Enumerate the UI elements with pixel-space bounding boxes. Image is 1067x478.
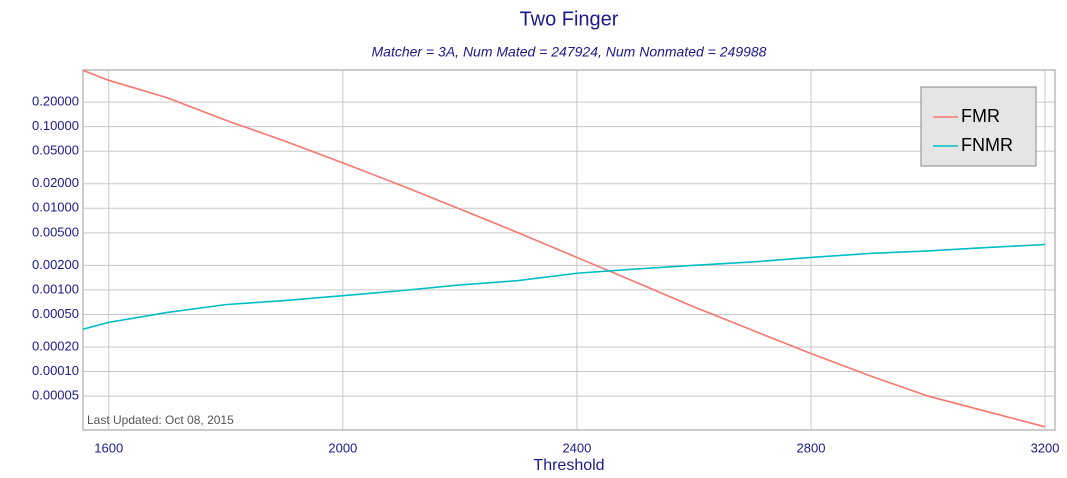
y-tick-label: 0.01000 <box>32 200 79 215</box>
y-tick-label: 0.20000 <box>32 94 79 109</box>
plot-area <box>82 69 1056 431</box>
y-tick-label: 0.00010 <box>32 363 79 378</box>
y-tick-label: 0.00500 <box>32 224 79 239</box>
y-tick-label: 0.05000 <box>32 143 79 158</box>
series-line <box>82 69 1046 428</box>
x-tick-label: 1600 <box>94 440 123 455</box>
y-tick-label: 0.10000 <box>32 118 79 133</box>
x-tick-label: 2400 <box>562 440 591 455</box>
series-line <box>82 243 1046 330</box>
x-tick-label: 3200 <box>1031 440 1060 455</box>
legend-label: FNMR <box>961 135 1013 155</box>
chart-subtitle: Matcher = 3A, Num Mated = 247924, Num No… <box>372 44 767 60</box>
annotation: Last Updated: Oct 08, 2015 <box>87 413 234 427</box>
y-tick-label: 0.00200 <box>32 257 79 272</box>
y-tick-label: 0.02000 <box>32 175 79 190</box>
x-tick-label: 2000 <box>328 440 357 455</box>
y-tick-label: 0.00020 <box>32 338 79 353</box>
y-tick-label: 0.00005 <box>32 388 79 403</box>
y-tick-label: 0.00100 <box>32 281 79 296</box>
x-axis-label: Threshold <box>533 457 604 474</box>
legend-label: FMR <box>961 106 1000 126</box>
legend-box <box>920 86 1037 167</box>
x-tick-label: 2800 <box>797 440 826 455</box>
chart-title: Two Finger <box>520 8 619 30</box>
y-tick-label: 0.00050 <box>32 306 79 321</box>
